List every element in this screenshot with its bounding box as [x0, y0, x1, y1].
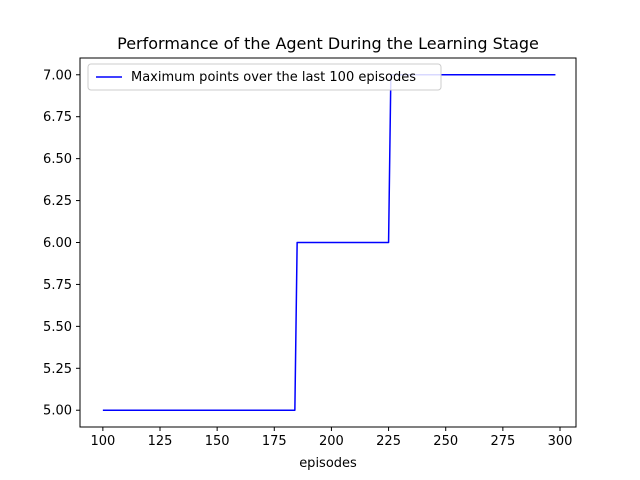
x-axis: 100 125 150 175 200 225 250 275 300	[90, 427, 572, 449]
y-tick-label: 5.75	[43, 278, 72, 293]
x-tick-label: 250	[433, 434, 458, 449]
y-tick-label: 5.50	[43, 320, 72, 335]
x-tick-label: 125	[148, 434, 173, 449]
y-tick-label: 6.00	[43, 236, 72, 251]
legend-label: Maximum points over the last 100 episode…	[131, 70, 416, 85]
x-tick-label: 100	[90, 434, 115, 449]
legend-box	[87, 63, 442, 91]
x-tick-label: 300	[548, 434, 573, 449]
x-tick-label: 200	[319, 434, 344, 449]
y-tick-label: 5.25	[43, 362, 72, 377]
y-tick-label: 7.00	[43, 68, 72, 83]
y-tick-label: 6.75	[43, 110, 72, 125]
y-tick-label: 6.25	[43, 194, 72, 209]
x-tick-label: 275	[490, 434, 515, 449]
x-tick-label: 225	[376, 434, 401, 449]
y-tick-label: 5.00	[43, 404, 72, 419]
y-axis: 5.00 5.25 5.50 5.75 6.00 6.25 6.50 6.75 7.00	[43, 68, 80, 419]
y-tick-label: 6.50	[43, 152, 72, 167]
legend: Maximum points over the last 100 episode…	[87, 63, 442, 91]
x-tick-label: 175	[262, 434, 287, 449]
chart-title: Performance of the Agent During the Lear…	[117, 34, 539, 53]
x-tick-label: 150	[205, 434, 230, 449]
x-axis-label: episodes	[299, 456, 357, 471]
